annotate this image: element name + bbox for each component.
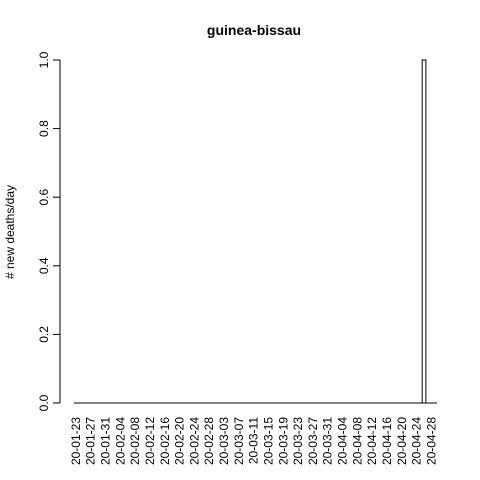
x-tick-label: 20-03-03 [217,417,231,465]
x-tick-label: 20-03-27 [306,417,320,465]
x-tick-label: 20-04-28 [424,417,438,465]
x-tick-label: 20-02-16 [158,417,172,465]
bars [422,60,426,403]
x-tick-label: 20-02-04 [113,417,127,465]
x-tick-label: 20-04-08 [350,417,364,465]
y-axis-label: # new deaths/day [3,185,17,279]
x-tick-label: 20-04-12 [365,417,379,465]
x-tick-label: 20-03-19 [276,417,290,465]
y-tick-label: 1.0 [37,51,51,68]
x-axis: 20-01-23 20-01-27 20-01-31 20-02-04 20-02-08… [69,403,439,465]
x-tick-label: 20-02-20 [173,417,187,465]
x-tick-label: 20-03-11 [247,417,261,464]
y-tick-label: 0.2 [37,326,51,343]
x-tick-label: 20-01-23 [69,417,83,465]
chart-title: guinea-bissau [207,22,301,38]
x-tick-label: 20-03-31 [321,417,335,465]
x-tick-label: 20-04-20 [395,417,409,465]
x-tick-label: 20-04-04 [336,417,350,465]
y-tick-label: 0.4 [37,257,51,274]
x-tick-label: 20-04-16 [380,417,394,465]
y-tick-label: 0.8 [37,120,51,137]
x-tick-label: 20-01-27 [84,417,98,465]
x-tick-label: 20-02-08 [128,417,142,465]
bar [422,60,426,403]
x-tick-label: 20-02-24 [187,417,201,465]
x-tick-label: 20-04-24 [410,417,424,465]
x-tick-label: 20-03-23 [291,417,305,465]
y-axis: 0.0 0.2 0.4 0.6 0.8 1.0 [37,51,60,411]
x-tick-label: 20-02-28 [202,417,216,465]
x-tick-label: 20-03-15 [261,417,275,465]
y-tick-label: 0.0 [37,394,51,411]
x-tick-label: 20-01-31 [98,417,112,465]
x-tick-label: 20-02-12 [143,417,157,465]
x-tick-label: 20-03-07 [232,417,246,465]
y-tick-label: 0.6 [37,189,51,206]
